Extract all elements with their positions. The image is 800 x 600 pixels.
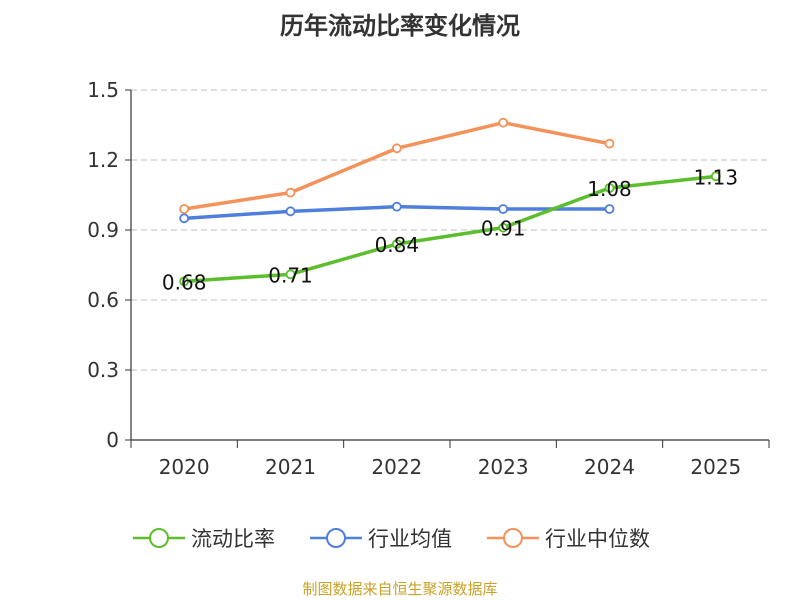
x-tick-label: 2023 bbox=[478, 455, 529, 479]
data-point bbox=[179, 213, 190, 224]
legend-marker-industry-median bbox=[487, 528, 539, 548]
x-tick-label: 2022 bbox=[371, 455, 422, 479]
legend: 流动比率 行业均值 行业中位数 bbox=[0, 520, 800, 556]
data-point bbox=[285, 187, 296, 198]
data-point bbox=[710, 171, 721, 182]
data-label: 0.91 bbox=[481, 217, 526, 241]
data-point bbox=[285, 269, 296, 280]
data-point bbox=[604, 183, 615, 193]
series-line bbox=[182, 174, 718, 284]
legend-item-industry-mean[interactable]: 行业均值 bbox=[310, 520, 452, 556]
data-point bbox=[391, 239, 402, 249]
legend-label-industry-median: 行业中位数 bbox=[545, 527, 650, 551]
y-tick-label: 0.9 bbox=[87, 218, 119, 242]
data-point bbox=[285, 206, 296, 217]
data-point bbox=[498, 117, 509, 128]
grid-layer bbox=[131, 89, 769, 371]
x-tick-label: 2024 bbox=[584, 455, 635, 479]
legend-marker-industry-mean bbox=[310, 528, 362, 548]
legend-marker-current-ratio bbox=[133, 528, 185, 548]
label-layer: 0.68 0.71 0.84 0.91 1.08 1.13 bbox=[162, 165, 738, 294]
y-tick-label: 1.5 bbox=[87, 78, 119, 102]
series-layer bbox=[179, 117, 721, 287]
y-tick-label: 0 bbox=[106, 428, 119, 452]
data-point bbox=[391, 201, 402, 212]
data-label: 1.08 bbox=[587, 177, 632, 201]
data-label: 0.71 bbox=[268, 263, 313, 287]
y-tick-label: 0.6 bbox=[87, 288, 119, 312]
legend-item-industry-median[interactable]: 行业中位数 bbox=[487, 520, 650, 556]
x-tick-label: 2020 bbox=[159, 455, 210, 479]
x-tick-label: 2025 bbox=[690, 455, 741, 479]
data-label: 0.68 bbox=[162, 270, 207, 294]
data-label: 0.84 bbox=[375, 233, 420, 257]
data-point bbox=[179, 276, 190, 287]
x-tick-label: 2021 bbox=[265, 455, 316, 479]
data-label: 1.13 bbox=[694, 165, 739, 189]
y-tick-label: 1.2 bbox=[87, 148, 119, 172]
legend-item-current-ratio[interactable]: 流动比率 bbox=[133, 520, 275, 556]
series-line bbox=[182, 120, 612, 211]
axis-layer: 0 0.3 0.6 0.9 1.2 1.5 2020 2021 2022 2023 2024 2025 bbox=[87, 78, 770, 479]
data-point bbox=[391, 143, 402, 154]
source-footer: 制图数据来自恒生聚源数据库 bbox=[302, 580, 498, 598]
data-point bbox=[179, 204, 190, 214]
data-point bbox=[604, 204, 615, 214]
legend-label-industry-mean: 行业均值 bbox=[368, 527, 452, 551]
data-point bbox=[498, 204, 509, 214]
data-point bbox=[604, 138, 615, 149]
chart-title: 历年流动比率变化情况 bbox=[280, 12, 520, 40]
legend-label-current-ratio: 流动比率 bbox=[191, 527, 275, 551]
data-point bbox=[498, 222, 509, 233]
y-tick-label: 0.3 bbox=[87, 358, 119, 382]
